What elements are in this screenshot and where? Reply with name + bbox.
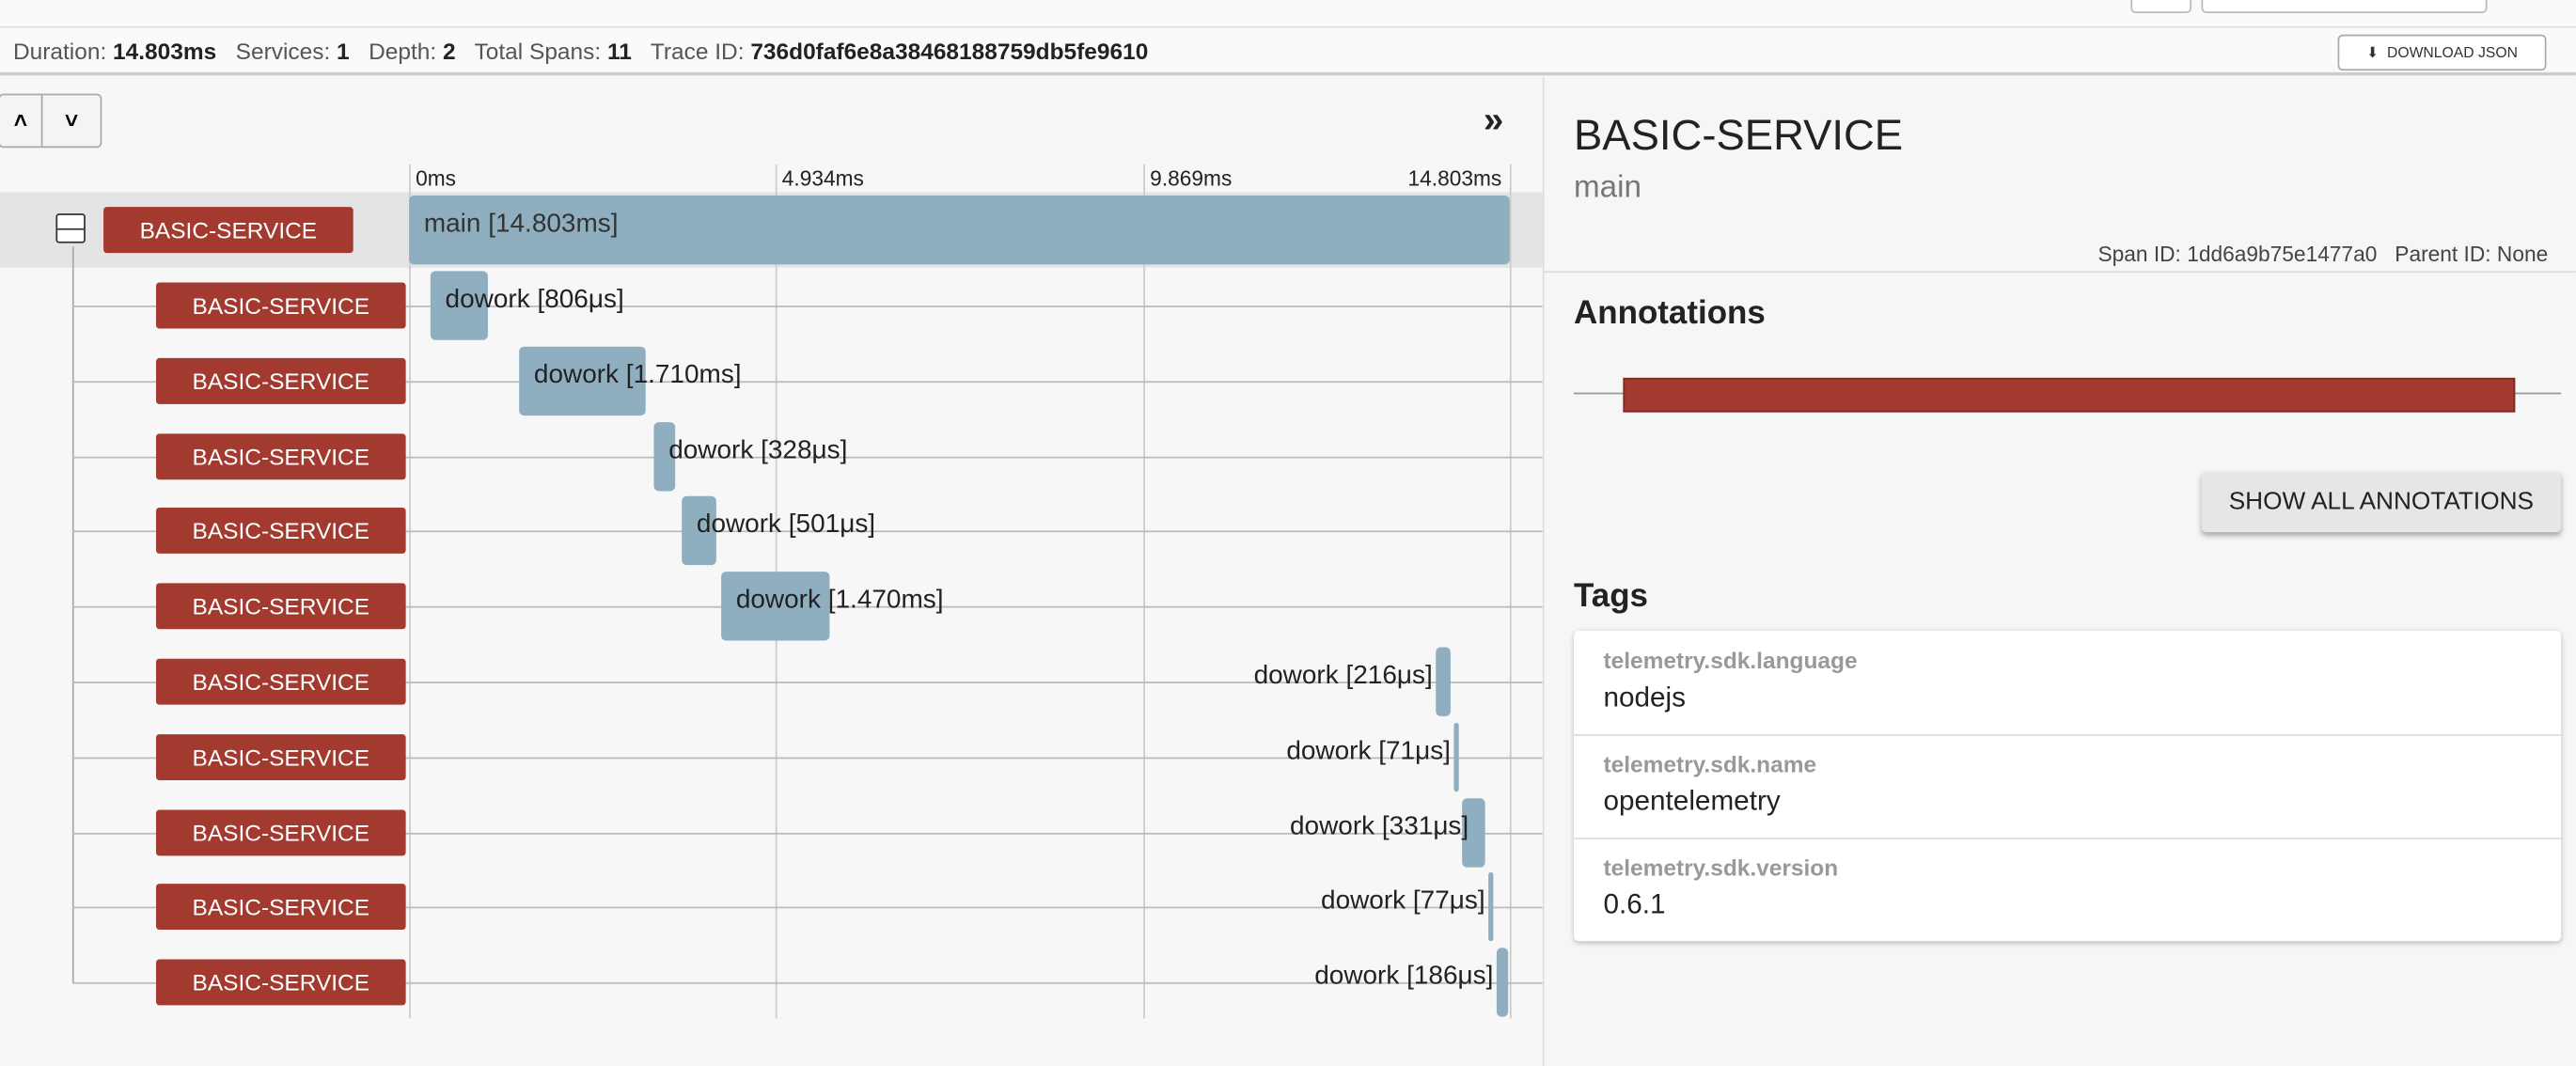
span-bar[interactable] [1453,722,1459,792]
service-tag: BASIC-SERVICE [156,959,406,1006]
tree-line [71,907,1543,909]
section-title: Tags [1574,578,1648,615]
tree-line [71,832,1543,834]
span-name: main [1574,170,1641,206]
service-name: BASIC-SERVICE [1574,110,1904,160]
span-label: main [14.803ms] [423,210,619,239]
tick-label: 4.934ms [781,165,864,191]
nav-buttons: ˄ ˅ [0,93,102,149]
span-ids: Span ID: 1dd6a9b75e1477a0 Parent ID: Non… [2097,242,2548,266]
span-bar[interactable] [1436,647,1451,716]
value: 1 [337,38,350,65]
grid-line [1143,164,1145,1019]
tag-key: telemetry.sdk.version [1603,854,1839,881]
label: Trace ID: [650,38,745,65]
label: Total Spans: [474,38,602,65]
service-tag: BASIC-SERVICE [156,583,406,630]
tick-label: 0ms [416,165,457,191]
summary-text: Duration: 14.803ms Services: 1 Depth: 2 … [13,38,1148,64]
tree-line [71,682,1543,683]
label: Services: [235,38,331,65]
tags-card: telemetry.sdk.language nodejs telemetry.sd… [1574,631,2562,942]
service-tag: BASIC-SERVICE [156,733,406,780]
span-label: dowork [1.710ms] [533,361,742,389]
span-bar[interactable] [519,346,646,415]
label: Depth: [369,38,437,65]
tree-line [71,306,1543,307]
divider [1574,838,2562,839]
service-tag: BASIC-SERVICE [156,658,406,705]
span-label: dowork [331μs] [1290,812,1469,840]
label: Parent ID: [2395,241,2491,267]
span-bar[interactable] [1496,948,1509,1017]
input[interactable] [2201,0,2488,13]
service-tag: BASIC-SERVICE [103,207,353,254]
value: 11 [606,38,632,65]
service-tag: BASIC-SERVICE [156,884,406,931]
download-button[interactable]: ⬇ DOWNLOAD JSON [2337,34,2547,71]
label: Span ID: [2097,241,2181,267]
tag-key: telemetry.sdk.name [1603,750,1817,777]
button[interactable] [2130,0,2192,13]
service-tag: BASIC-SERVICE [156,508,406,555]
tag-value: 0.6.1 [1603,888,1666,920]
tag-value: opentelemetry [1603,785,1781,817]
annotation-bar [1623,377,2516,413]
tree-line [71,456,1543,458]
value: 2 [442,38,456,65]
timeline: 0ms 4.934ms 9.869ms 14.803ms BASIC-SERVICE ma… [0,164,1543,1019]
value: 14.803ms [113,38,217,65]
value: 1dd6a9b75e1477a0 [2187,241,2378,267]
section-title: Annotations [1574,295,1766,332]
value: None [2496,241,2549,267]
span-label: dowork [216μs] [1253,662,1433,690]
collapse-icon [55,213,86,243]
span-bar[interactable] [430,271,488,340]
span-label: dowork [77μs] [1321,887,1485,916]
divider [1544,271,2576,274]
span-bar[interactable] [682,496,716,566]
divider [1574,734,2562,736]
grid-line [409,164,411,1019]
tree-line [71,982,1543,985]
span-bar[interactable] [653,421,676,491]
tick-label: 9.869ms [1150,165,1233,191]
span-label: dowork [501μs] [696,511,876,540]
grid-line [1509,164,1512,1019]
span-bar[interactable] [1488,872,1494,942]
button-text: SHOW ALL ANNOTATIONS [2228,487,2535,516]
tree-line [71,757,1543,759]
show-all-button[interactable]: SHOW ALL ANNOTATIONS [2201,471,2562,533]
tree-line [71,246,74,982]
service-tag: BASIC-SERVICE [156,432,406,479]
up-button[interactable]: ˄ [0,95,43,147]
service-tag: BASIC-SERVICE [156,808,406,855]
label: Duration: [12,38,107,65]
button-text: DOWNLOAD JSON [2386,44,2518,61]
service-tag: BASIC-SERVICE [156,357,406,404]
service-tag: BASIC-SERVICE [156,282,406,329]
tick-label: 14.803ms [1407,165,1502,191]
down-button[interactable]: ˅ [64,106,79,133]
span-label: dowork [328μs] [668,436,848,464]
span-label: dowork [806μs] [445,286,624,314]
span-label: dowork [71μs] [1286,737,1451,765]
span-bar[interactable] [721,572,830,641]
span-label: dowork [1.470ms] [735,587,944,615]
collapse-button[interactable]: » [1483,98,1504,140]
span-detail: BASIC-SERVICE main Span ID: 1dd6a9b75e14… [1542,77,2576,1066]
span-bar[interactable] [409,195,1510,265]
value: 736d0faf6e8a38468188759db5fe9610 [750,38,1149,65]
tag-key: telemetry.sdk.language [1603,647,1858,674]
span-bar[interactable] [1462,797,1485,867]
top-bar [0,0,2576,28]
trace-summary [0,27,2576,76]
tree-line [71,381,1543,383]
span-label: dowork [186μs] [1314,963,1494,992]
tree-line [71,531,1543,533]
tag-value: nodejs [1603,682,1687,713]
